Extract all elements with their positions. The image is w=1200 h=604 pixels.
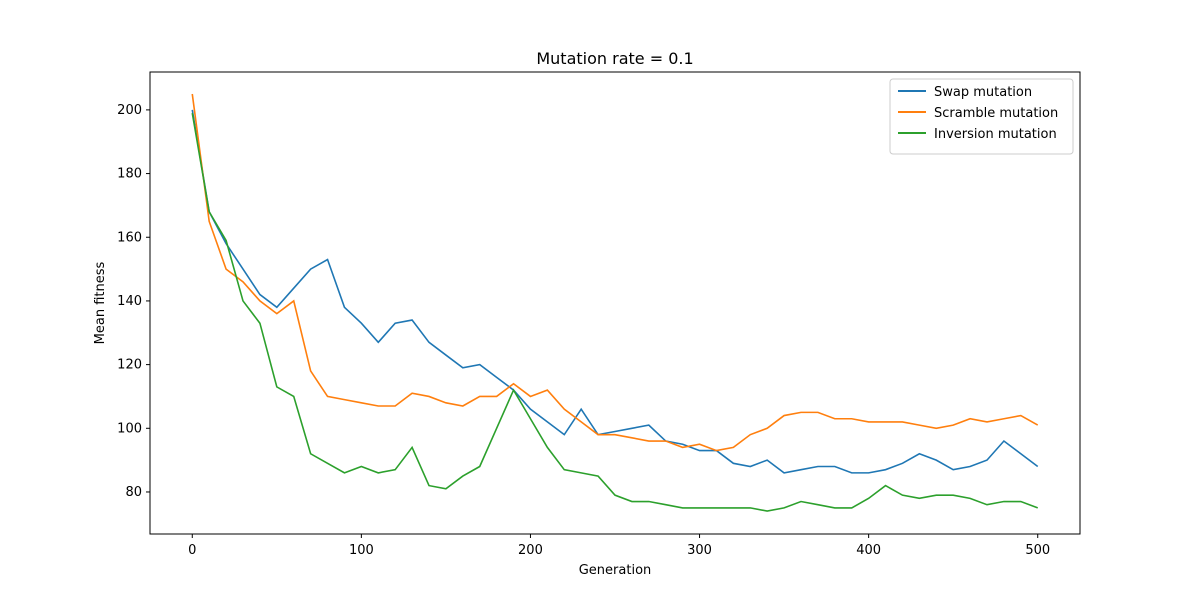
y-tick-label: 140 [117, 294, 142, 309]
x-tick-label: 300 [687, 543, 712, 558]
plot-frame [149, 71, 1081, 535]
y-tick-label: 200 [117, 103, 142, 118]
x-axis-label: Generation [579, 563, 652, 578]
x-tick-label: 400 [856, 543, 881, 558]
legend-box [889, 78, 1074, 155]
x-tick-label: 500 [1025, 543, 1050, 558]
legend-label: Scramble mutation [934, 106, 1058, 121]
y-axis-label: Mean fitness [93, 261, 108, 344]
series-line [191, 109, 1039, 474]
y-tick-label: 180 [117, 167, 142, 182]
y-tick-label: 160 [117, 230, 142, 245]
legend-label: Inversion mutation [934, 127, 1057, 142]
x-tick-label: 100 [349, 543, 374, 558]
y-tick-label: 120 [117, 358, 142, 373]
chart-title: Mutation rate = 0.1 [536, 49, 693, 68]
x-tick-label: 200 [518, 543, 543, 558]
x-tick-label: 0 [188, 543, 196, 558]
series-line [191, 93, 1039, 452]
y-tick-label: 100 [117, 421, 142, 436]
y-tick-label: 80 [125, 485, 142, 500]
legend-label: Swap mutation [934, 85, 1032, 100]
series-line [191, 112, 1039, 512]
